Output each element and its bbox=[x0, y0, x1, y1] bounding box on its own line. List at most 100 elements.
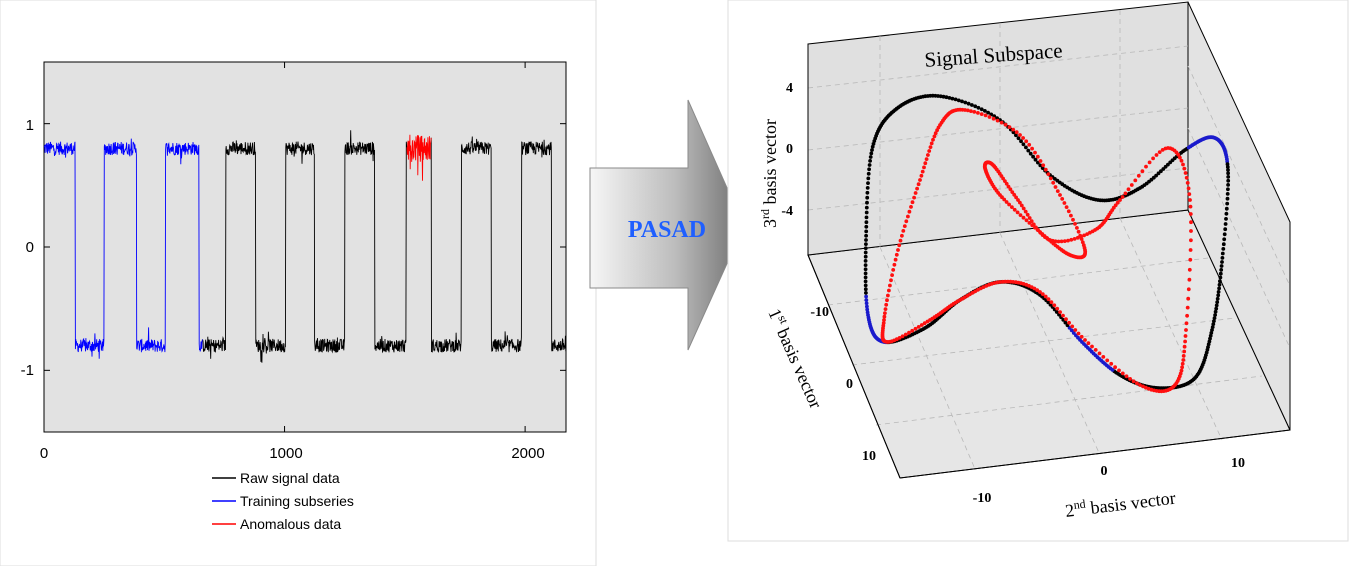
anomaly-trajectory-point bbox=[1071, 217, 1075, 222]
anomaly-trajectory-point bbox=[1010, 205, 1014, 210]
anomaly-trajectory-point bbox=[1117, 368, 1121, 373]
anomaly-trajectory-point bbox=[1186, 287, 1191, 292]
anomaly-trajectory-point bbox=[960, 107, 965, 112]
anomaly-trajectory-point bbox=[1053, 185, 1058, 189]
anomaly-trajectory-point bbox=[1189, 229, 1193, 233]
anomaly-trajectory-point bbox=[1118, 198, 1122, 202]
normal-trajectory-point bbox=[863, 279, 868, 284]
right-panel: Signal Subspace 4 0 -4 -10 0 10 -10 0 10… bbox=[727, 0, 1349, 542]
normal-trajectory-point bbox=[1221, 242, 1226, 247]
anomaly-trajectory-point bbox=[1046, 297, 1051, 302]
anomaly-trajectory-point bbox=[913, 326, 918, 331]
normal-trajectory-point bbox=[864, 229, 869, 234]
anomaly-trajectory-point bbox=[883, 307, 888, 311]
anomaly-trajectory-point bbox=[1030, 146, 1034, 151]
normal-trajectory-point bbox=[1014, 133, 1018, 138]
normal-trajectory-point bbox=[864, 291, 868, 295]
x-tick-label: -10 bbox=[810, 305, 829, 320]
anomaly-trajectory-point bbox=[891, 268, 896, 272]
normal-trajectory-point bbox=[979, 107, 984, 112]
normal-trajectory-point bbox=[1071, 331, 1076, 335]
anomaly-trajectory-point bbox=[1043, 167, 1048, 172]
normal-trajectory-point bbox=[868, 159, 872, 163]
anomaly-trajectory-point bbox=[1003, 179, 1007, 184]
anomaly-trajectory-point bbox=[1160, 148, 1165, 152]
normal-trajectory-point bbox=[1031, 154, 1035, 159]
anomaly-trajectory-point bbox=[889, 278, 893, 283]
anomaly-trajectory-point bbox=[1101, 355, 1106, 359]
normal-trajectory-point bbox=[1223, 222, 1228, 226]
anomaly-trajectory-point bbox=[1016, 198, 1020, 202]
normal-trajectory-point bbox=[871, 142, 876, 146]
normal-trajectory-point bbox=[865, 200, 869, 205]
z-tick-label: 4 bbox=[786, 81, 793, 96]
anomaly-trajectory-point bbox=[1176, 152, 1181, 157]
anomaly-trajectory-point bbox=[882, 314, 887, 319]
anomaly-trajectory-point bbox=[1067, 320, 1071, 325]
anomaly-trajectory-point bbox=[1011, 127, 1016, 132]
normal-trajectory-point bbox=[1216, 293, 1221, 298]
anomaly-trajectory-point bbox=[1180, 361, 1185, 366]
anomaly-trajectory-point bbox=[1035, 154, 1040, 159]
normal-trajectory-point bbox=[867, 163, 872, 167]
box-edge bbox=[899, 429, 1291, 479]
normal-trajectory-point bbox=[933, 93, 938, 98]
anomaly-trajectory-point bbox=[1147, 160, 1152, 165]
anomaly-trajectory-point bbox=[1015, 210, 1020, 215]
anomaly-trajectory-point bbox=[1083, 338, 1087, 342]
normal-trajectory-point bbox=[950, 96, 955, 101]
anomaly-trajectory-point bbox=[903, 332, 908, 337]
normal-trajectory-point bbox=[963, 100, 968, 105]
normal-trajectory-point bbox=[1220, 256, 1225, 260]
anomaly-trajectory-point bbox=[909, 205, 913, 209]
normal-trajectory-point bbox=[866, 181, 870, 186]
normal-trajectory-point bbox=[1212, 319, 1216, 323]
anomaly-trajectory-point bbox=[965, 108, 970, 113]
anomaly-trajectory-point bbox=[978, 286, 983, 291]
normal-trajectory-point bbox=[1156, 171, 1161, 176]
normal-trajectory-point bbox=[863, 267, 868, 272]
anomaly-trajectory-point bbox=[1185, 305, 1190, 310]
anomaly-trajectory-point bbox=[1129, 183, 1134, 187]
normal-trajectory-point bbox=[864, 224, 869, 229]
anomaly-trajectory-point bbox=[1186, 186, 1191, 191]
anomaly-trajectory-point bbox=[1157, 150, 1162, 155]
anomaly-trajectory-point bbox=[1038, 230, 1043, 235]
anomaly-trajectory-point bbox=[884, 302, 889, 307]
anomaly-trajectory-point bbox=[1151, 156, 1155, 161]
anomaly-trajectory-point bbox=[1178, 155, 1182, 160]
normal-trajectory-point bbox=[976, 105, 981, 110]
anomaly-trajectory-point bbox=[1183, 339, 1187, 344]
anomaly-trajectory-point bbox=[1036, 228, 1040, 233]
anomaly-trajectory-point bbox=[915, 186, 919, 191]
anomaly-trajectory-point bbox=[907, 209, 912, 214]
anomaly-trajectory-point bbox=[1079, 234, 1083, 239]
anomaly-trajectory-point bbox=[1076, 331, 1081, 336]
anomaly-trajectory-point bbox=[1070, 324, 1075, 329]
normal-trajectory-point bbox=[864, 242, 868, 247]
normal-trajectory-point bbox=[863, 250, 868, 255]
anomaly-trajectory-point bbox=[983, 113, 988, 118]
anomaly-trajectory-point bbox=[1097, 351, 1102, 356]
anomaly-trajectory-point bbox=[995, 118, 1000, 123]
anomaly-trajectory-point bbox=[881, 321, 886, 325]
anomaly-trajectory-point bbox=[1019, 203, 1024, 208]
anomaly-trajectory-point bbox=[1064, 317, 1068, 322]
anomaly-trajectory-point bbox=[1113, 365, 1117, 370]
anomaly-trajectory-point bbox=[910, 328, 915, 333]
normal-trajectory-point bbox=[1026, 148, 1031, 153]
normal-trajectory-point bbox=[868, 155, 873, 159]
anomaly-trajectory-point bbox=[1053, 239, 1058, 244]
normal-trajectory-point bbox=[866, 171, 871, 176]
anomaly-trajectory-point bbox=[1021, 136, 1025, 140]
anomaly-trajectory-point bbox=[1072, 237, 1077, 241]
anomaly-trajectory-point bbox=[1188, 204, 1193, 209]
anomaly-trajectory-point bbox=[1187, 192, 1192, 197]
z-tick-label: 0 bbox=[786, 142, 793, 157]
normal-trajectory-point bbox=[869, 151, 874, 156]
arrow-shape bbox=[589, 99, 745, 351]
left-axis-ticks bbox=[43, 62, 566, 432]
anomaly-trajectory-point bbox=[1179, 368, 1184, 373]
normal-trajectory-point bbox=[1216, 290, 1221, 294]
anomaly-trajectory-point bbox=[1061, 313, 1065, 318]
